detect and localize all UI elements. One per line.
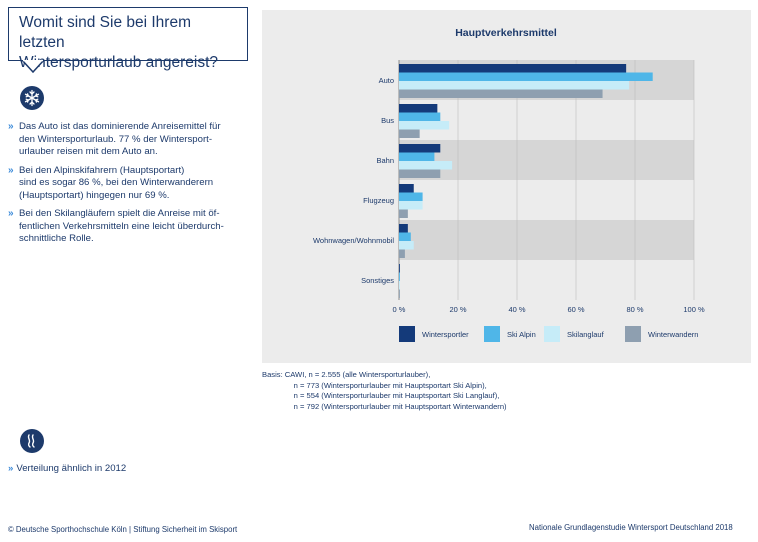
bar-skilanglauf [399, 121, 450, 130]
x-tick-label: 60 % [567, 305, 584, 314]
bar-winterwandern [399, 89, 603, 98]
basis-line: n = 554 (Wintersporturlauber mit Hauptsp… [262, 391, 500, 400]
question-bubble: Womit sind Sie bei Ihrem letzten Winters… [8, 7, 248, 71]
category-label: Wohnwagen/Wohnmobil [313, 236, 394, 245]
bullet-line: den Wintersporturlaub. 77 % der Wintersp… [19, 133, 213, 145]
bar-skilanglauf [399, 241, 414, 250]
bar-ski-alpin [399, 112, 441, 121]
legend-swatch [544, 326, 560, 342]
bullet-item: » Das Auto ist das dominierende Anreisem… [8, 121, 258, 159]
legend-label: Winterwandern [648, 330, 698, 339]
category-label: Auto [379, 76, 394, 85]
legend-swatch [625, 326, 641, 342]
footer-study-name: Nationale Grundlagenstudie Wintersport D… [529, 523, 733, 532]
basis-line: n = 792 (Wintersporturlauber mit Hauptsp… [262, 401, 507, 411]
bar-ski-alpin [399, 152, 435, 161]
bar-skilanglauf [399, 161, 453, 170]
note-text: Verteilung ähnlich in 2012 [16, 463, 127, 474]
chart-panel: Hauptverkehrsmittel Auto Bus Bahn Flugzeug W… [262, 10, 751, 363]
x-tick-label: 20 % [449, 305, 466, 314]
wind-waves-icon [20, 429, 44, 453]
bar-wintersportler [399, 184, 414, 193]
bullet-marker: » [8, 164, 14, 176]
note-marker: » [8, 463, 14, 474]
bar-winterwandern [399, 129, 420, 138]
x-tick-label: 40 % [508, 305, 525, 314]
question-line-2: Wintersporturlaub angereist? [19, 54, 219, 71]
legend-label: Skilanglauf [567, 330, 605, 339]
legend-label: Ski Alpin [507, 330, 536, 339]
bullet-line: urlauber reisen mit dem Auto an. [19, 146, 158, 157]
bar-winterwandern [399, 209, 408, 218]
comparison-note: » Verteilung ähnlich in 2012 [8, 463, 258, 474]
bar-ski-alpin [399, 192, 423, 201]
bullet-line: Das Auto ist das dominierende Anreisemit… [19, 121, 221, 132]
bar-winterwandern [399, 289, 400, 298]
category-band [399, 220, 694, 260]
sample-basis: Basis: CAWI, n = 2.555 (alle Wintersport… [262, 370, 507, 412]
basis-line: Basis: CAWI, n = 2.555 (alle Wintersport… [262, 370, 431, 379]
speech-bubble-tail [21, 60, 45, 74]
bar-skilanglauf [399, 81, 630, 90]
x-tick-label: 100 % [683, 305, 705, 314]
bar-winterwandern [399, 249, 405, 258]
bullet-marker: » [8, 121, 14, 132]
bar-chart: Hauptverkehrsmittel Auto Bus Bahn Flugzeug W… [313, 27, 705, 342]
snowflake-icon [20, 86, 44, 110]
bar-skilanglauf [399, 281, 400, 290]
bullet-line: schnittliche Rolle. [19, 233, 94, 244]
bullet-marker: » [8, 208, 14, 219]
basis-line: n = 773 (Wintersporturlauber mit Hauptsp… [262, 380, 487, 390]
bar-winterwandern [399, 169, 441, 178]
bar-ski-alpin [399, 232, 411, 241]
bullet-item: » Bei den Alpinskifahrern (Hauptsportart… [8, 165, 258, 203]
bullet-line: fentlichen Verkehrsmitteln eine leicht ü… [19, 220, 224, 232]
x-tick-label: 80 % [626, 305, 643, 314]
category-band [399, 140, 694, 180]
legend-swatch [484, 326, 500, 342]
bar-wintersportler [399, 104, 438, 113]
chart-title: Hauptverkehrsmittel [455, 27, 557, 39]
bar-wintersportler [399, 144, 441, 153]
category-label: Bus [381, 116, 394, 125]
key-findings: » Das Auto ist das dominierende Anreisem… [8, 121, 258, 252]
bar-skilanglauf [399, 201, 423, 210]
bar-ski-alpin [399, 72, 653, 81]
bar-wintersportler [399, 264, 400, 273]
legend-swatch [399, 326, 415, 342]
category-label: Sonstiges [361, 276, 394, 285]
category-label: Flugzeug [363, 196, 394, 205]
bar-wintersportler [399, 64, 627, 73]
bullet-line: sind es sogar 86 %, bei den Winterwander… [19, 177, 214, 188]
category-label: Bahn [376, 156, 394, 165]
question-line-1: Womit sind Sie bei Ihrem letzten [19, 14, 191, 51]
bullet-item: » Bei den Skilangläufern spielt die Anre… [8, 208, 258, 246]
bullet-line: Bei den Alpinskifahrern (Hauptsportart) [19, 164, 185, 176]
x-tick-label: 0 % [393, 305, 406, 314]
bar-ski-alpin [399, 272, 400, 281]
legend-label: Wintersportler [422, 330, 469, 339]
bullet-line: (Hauptsportart) hingegen nur 69 %. [19, 189, 170, 201]
bar-wintersportler [399, 224, 408, 233]
footer-copyright: © Deutsche Sporthochschule Köln | Stiftu… [8, 525, 238, 534]
bullet-line: Bei den Skilangläufern spielt die Anreis… [19, 208, 220, 219]
